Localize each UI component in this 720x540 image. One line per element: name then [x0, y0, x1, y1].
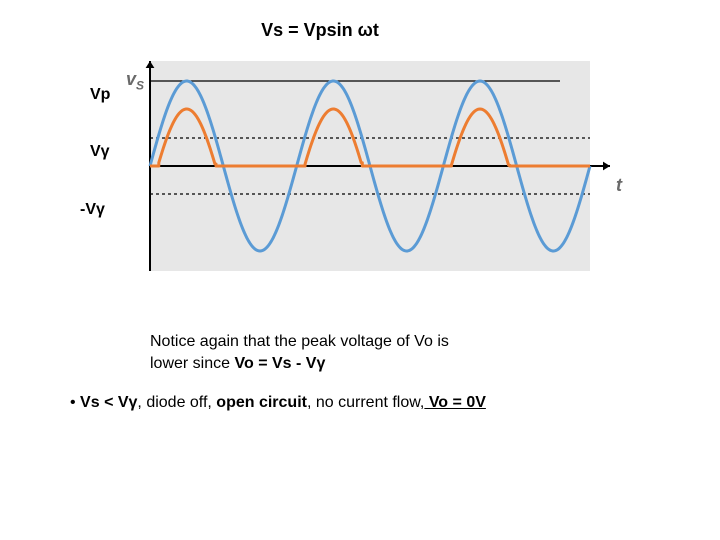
note-line1: Notice again that the peak voltage of Vo…: [150, 333, 449, 350]
y-axis-sub: S: [136, 79, 144, 93]
label-y-axis: vS: [126, 69, 144, 93]
bullet-c: , diode off,: [137, 394, 216, 411]
bullet-b: Vs < Vγ: [80, 394, 137, 411]
bullet-e: , no current flow,: [307, 394, 424, 411]
bullet-f: Vo = 0V: [424, 394, 486, 411]
bullet-a: •: [70, 394, 80, 411]
equation-title: Vs = Vpsin ωt: [0, 20, 700, 41]
y-axis-v: v: [126, 69, 136, 89]
chart-svg: [70, 51, 630, 301]
waveform-chart: Vp Vγ -Vγ vS t: [70, 51, 630, 301]
label-neg-vgamma: -Vγ: [80, 201, 105, 219]
title-omega: ω: [358, 20, 373, 40]
x-axis-t: t: [616, 175, 622, 195]
title-a: Vs = Vpsin: [261, 20, 358, 40]
bullet-text: • Vs < Vγ, diode off, open circuit, no c…: [70, 394, 700, 412]
title-b: t: [373, 20, 379, 40]
note-line2b: Vo = Vs - Vγ: [234, 355, 325, 372]
note-line2a: lower since: [150, 355, 234, 372]
bullet-d: open circuit: [216, 394, 307, 411]
label-vp: Vp: [90, 86, 110, 104]
label-vgamma: Vγ: [90, 143, 110, 161]
note-text: Notice again that the peak voltage of Vo…: [150, 331, 580, 374]
label-x-axis: t: [616, 175, 622, 196]
